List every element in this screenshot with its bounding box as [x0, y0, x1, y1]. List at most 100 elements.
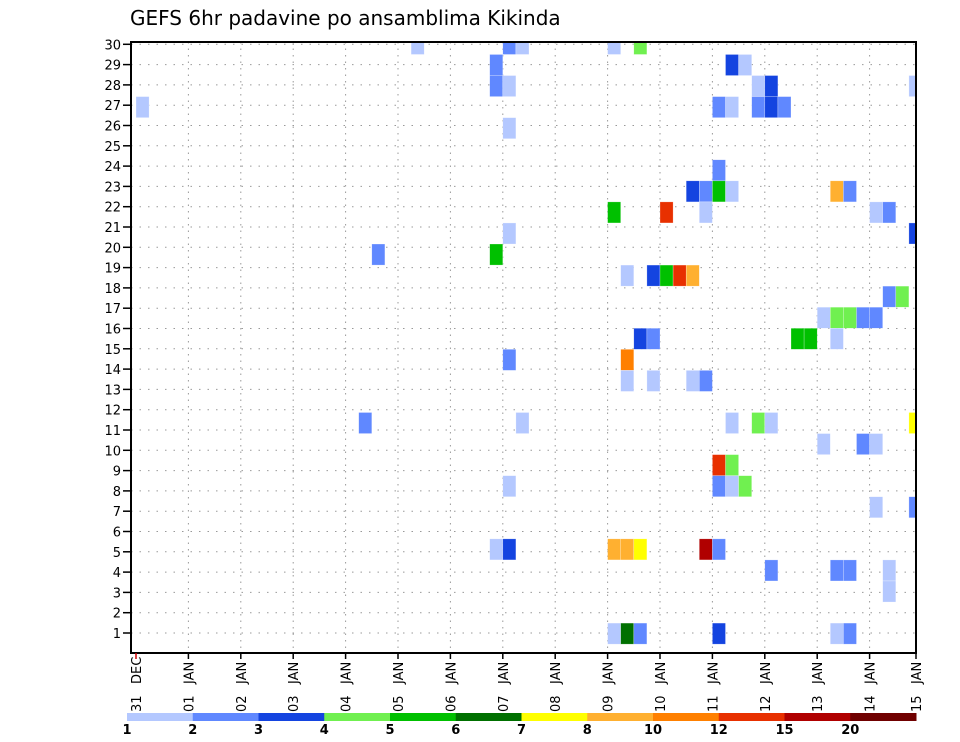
heatmap-cell [620, 264, 635, 287]
color-legend: 1 2 3 4 5 6 7 8 10 12 15 20 [122, 713, 917, 738]
heatmap-cell [502, 42, 517, 55]
legend-label: 4 [320, 723, 329, 738]
heatmap-cell [620, 622, 635, 645]
heatmap-cell [489, 75, 504, 97]
legend-swatch [784, 713, 851, 721]
x-tick-label: 01 JAN [182, 662, 197, 712]
heatmap-cell [869, 201, 883, 224]
legend-swatch [850, 713, 917, 721]
heatmap-cell [489, 243, 504, 266]
x-tick-day: 12 [759, 695, 774, 712]
legend-swatch [718, 713, 785, 721]
heatmap-cell [725, 180, 739, 203]
heatmap-cell [135, 96, 150, 118]
x-tick-month: JAN [235, 662, 250, 685]
x-tick-day: 10 [654, 695, 669, 712]
heatmap-cell [712, 96, 726, 118]
x-tick-label: 03 JAN [287, 662, 302, 712]
y-tick-label: 18 [104, 282, 121, 297]
x-tick-month: DEC [130, 657, 145, 684]
x-tick-label: 15 JAN [910, 662, 925, 712]
heatmap-cell [764, 559, 779, 582]
legend-label: 20 [841, 723, 859, 738]
heatmap-cell [725, 475, 739, 497]
heatmap-cell [764, 412, 779, 434]
heatmap-cell [371, 243, 386, 266]
heatmap-cell [358, 412, 373, 434]
chart-title: GEFS 6hr padavine po ansamblima Kikinda [130, 6, 561, 30]
legend-swatch [455, 713, 522, 721]
y-tick-label: 19 [104, 262, 121, 277]
legend-swatch [127, 713, 194, 721]
heatmap-cell [843, 622, 857, 645]
legend-swatch [390, 713, 457, 721]
heatmap-cell [699, 180, 713, 203]
y-tick-label: 8 [113, 485, 121, 500]
y-tick-label: 5 [113, 546, 121, 561]
heatmap-cell [830, 180, 844, 203]
legend-swatch [192, 713, 259, 721]
y-tick-label: 2 [113, 607, 121, 622]
x-tick-month: JAN [759, 662, 774, 685]
x-tick-label: 09 JAN [602, 662, 617, 712]
heatmap-cell [633, 538, 648, 561]
legend-swatch [324, 713, 391, 721]
heatmap-cell [410, 42, 425, 55]
x-tick-label: 08 JAN [549, 662, 564, 712]
x-tick-label: 13 JAN [811, 662, 826, 712]
y-axis: 1234567891011121314151617181920212223242… [104, 38, 131, 642]
x-tick-month: JAN [444, 662, 459, 685]
heatmap-cell [869, 306, 883, 329]
heatmap-cell [515, 412, 530, 434]
x-tick-label: 11 JAN [706, 662, 721, 712]
heatmap-cell [751, 412, 766, 434]
heatmap-cell [882, 201, 897, 224]
heatmap-cell [685, 264, 700, 287]
heatmap-cell [646, 370, 661, 392]
heatmap-cell [725, 54, 739, 76]
heatmap-cell [502, 117, 517, 139]
heatmap-cell [607, 201, 621, 224]
y-tick-label: 23 [104, 180, 121, 195]
heatmap-cell [803, 328, 818, 350]
legend-label: 10 [644, 723, 662, 738]
x-tick-day: 13 [811, 695, 826, 712]
heatmap-cell [489, 538, 504, 561]
heatmap-cell [607, 538, 621, 561]
x-tick-label: 14 JAN [864, 662, 879, 712]
heatmap-cell [869, 496, 883, 519]
heatmap-cell [869, 433, 883, 455]
x-tick-day: 11 [706, 695, 721, 712]
x-tick-day: 14 [864, 695, 879, 712]
y-tick-label: 22 [104, 201, 121, 216]
x-tick-month: JAN [392, 662, 407, 685]
heatmap-cell [777, 96, 792, 118]
x-tick-month: JAN [340, 662, 355, 685]
heatmap-cell [816, 306, 831, 329]
x-tick-month: JAN [910, 662, 925, 685]
x-tick-month: JAN [654, 662, 669, 685]
heatmap-cell [725, 96, 739, 118]
heatmap-cell [856, 306, 870, 329]
y-tick-label: 20 [104, 241, 121, 256]
heatmap-cell [699, 370, 713, 392]
heatmap-cell [830, 328, 844, 350]
heatmap-cell [607, 622, 621, 645]
y-tick-label: 17 [104, 302, 121, 317]
y-tick-label: 28 [104, 79, 121, 94]
heatmap-cell [489, 54, 504, 76]
heatmap-cell [607, 42, 621, 55]
heatmap-cell [895, 285, 910, 308]
heatmap-cell [659, 264, 674, 287]
heatmap-cell [646, 328, 661, 350]
y-tick-label: 9 [113, 465, 121, 480]
x-tick-day: 06 [444, 695, 459, 712]
x-tick-month: JAN [549, 662, 564, 685]
heatmap-cell [515, 42, 530, 55]
y-tick-label: 3 [113, 586, 121, 601]
heatmap-cell [712, 180, 726, 203]
y-tick-label: 30 [104, 38, 121, 53]
legend-label: 12 [710, 723, 728, 738]
x-tick-label: 04 JAN [340, 662, 355, 712]
y-tick-label: 16 [104, 323, 121, 338]
